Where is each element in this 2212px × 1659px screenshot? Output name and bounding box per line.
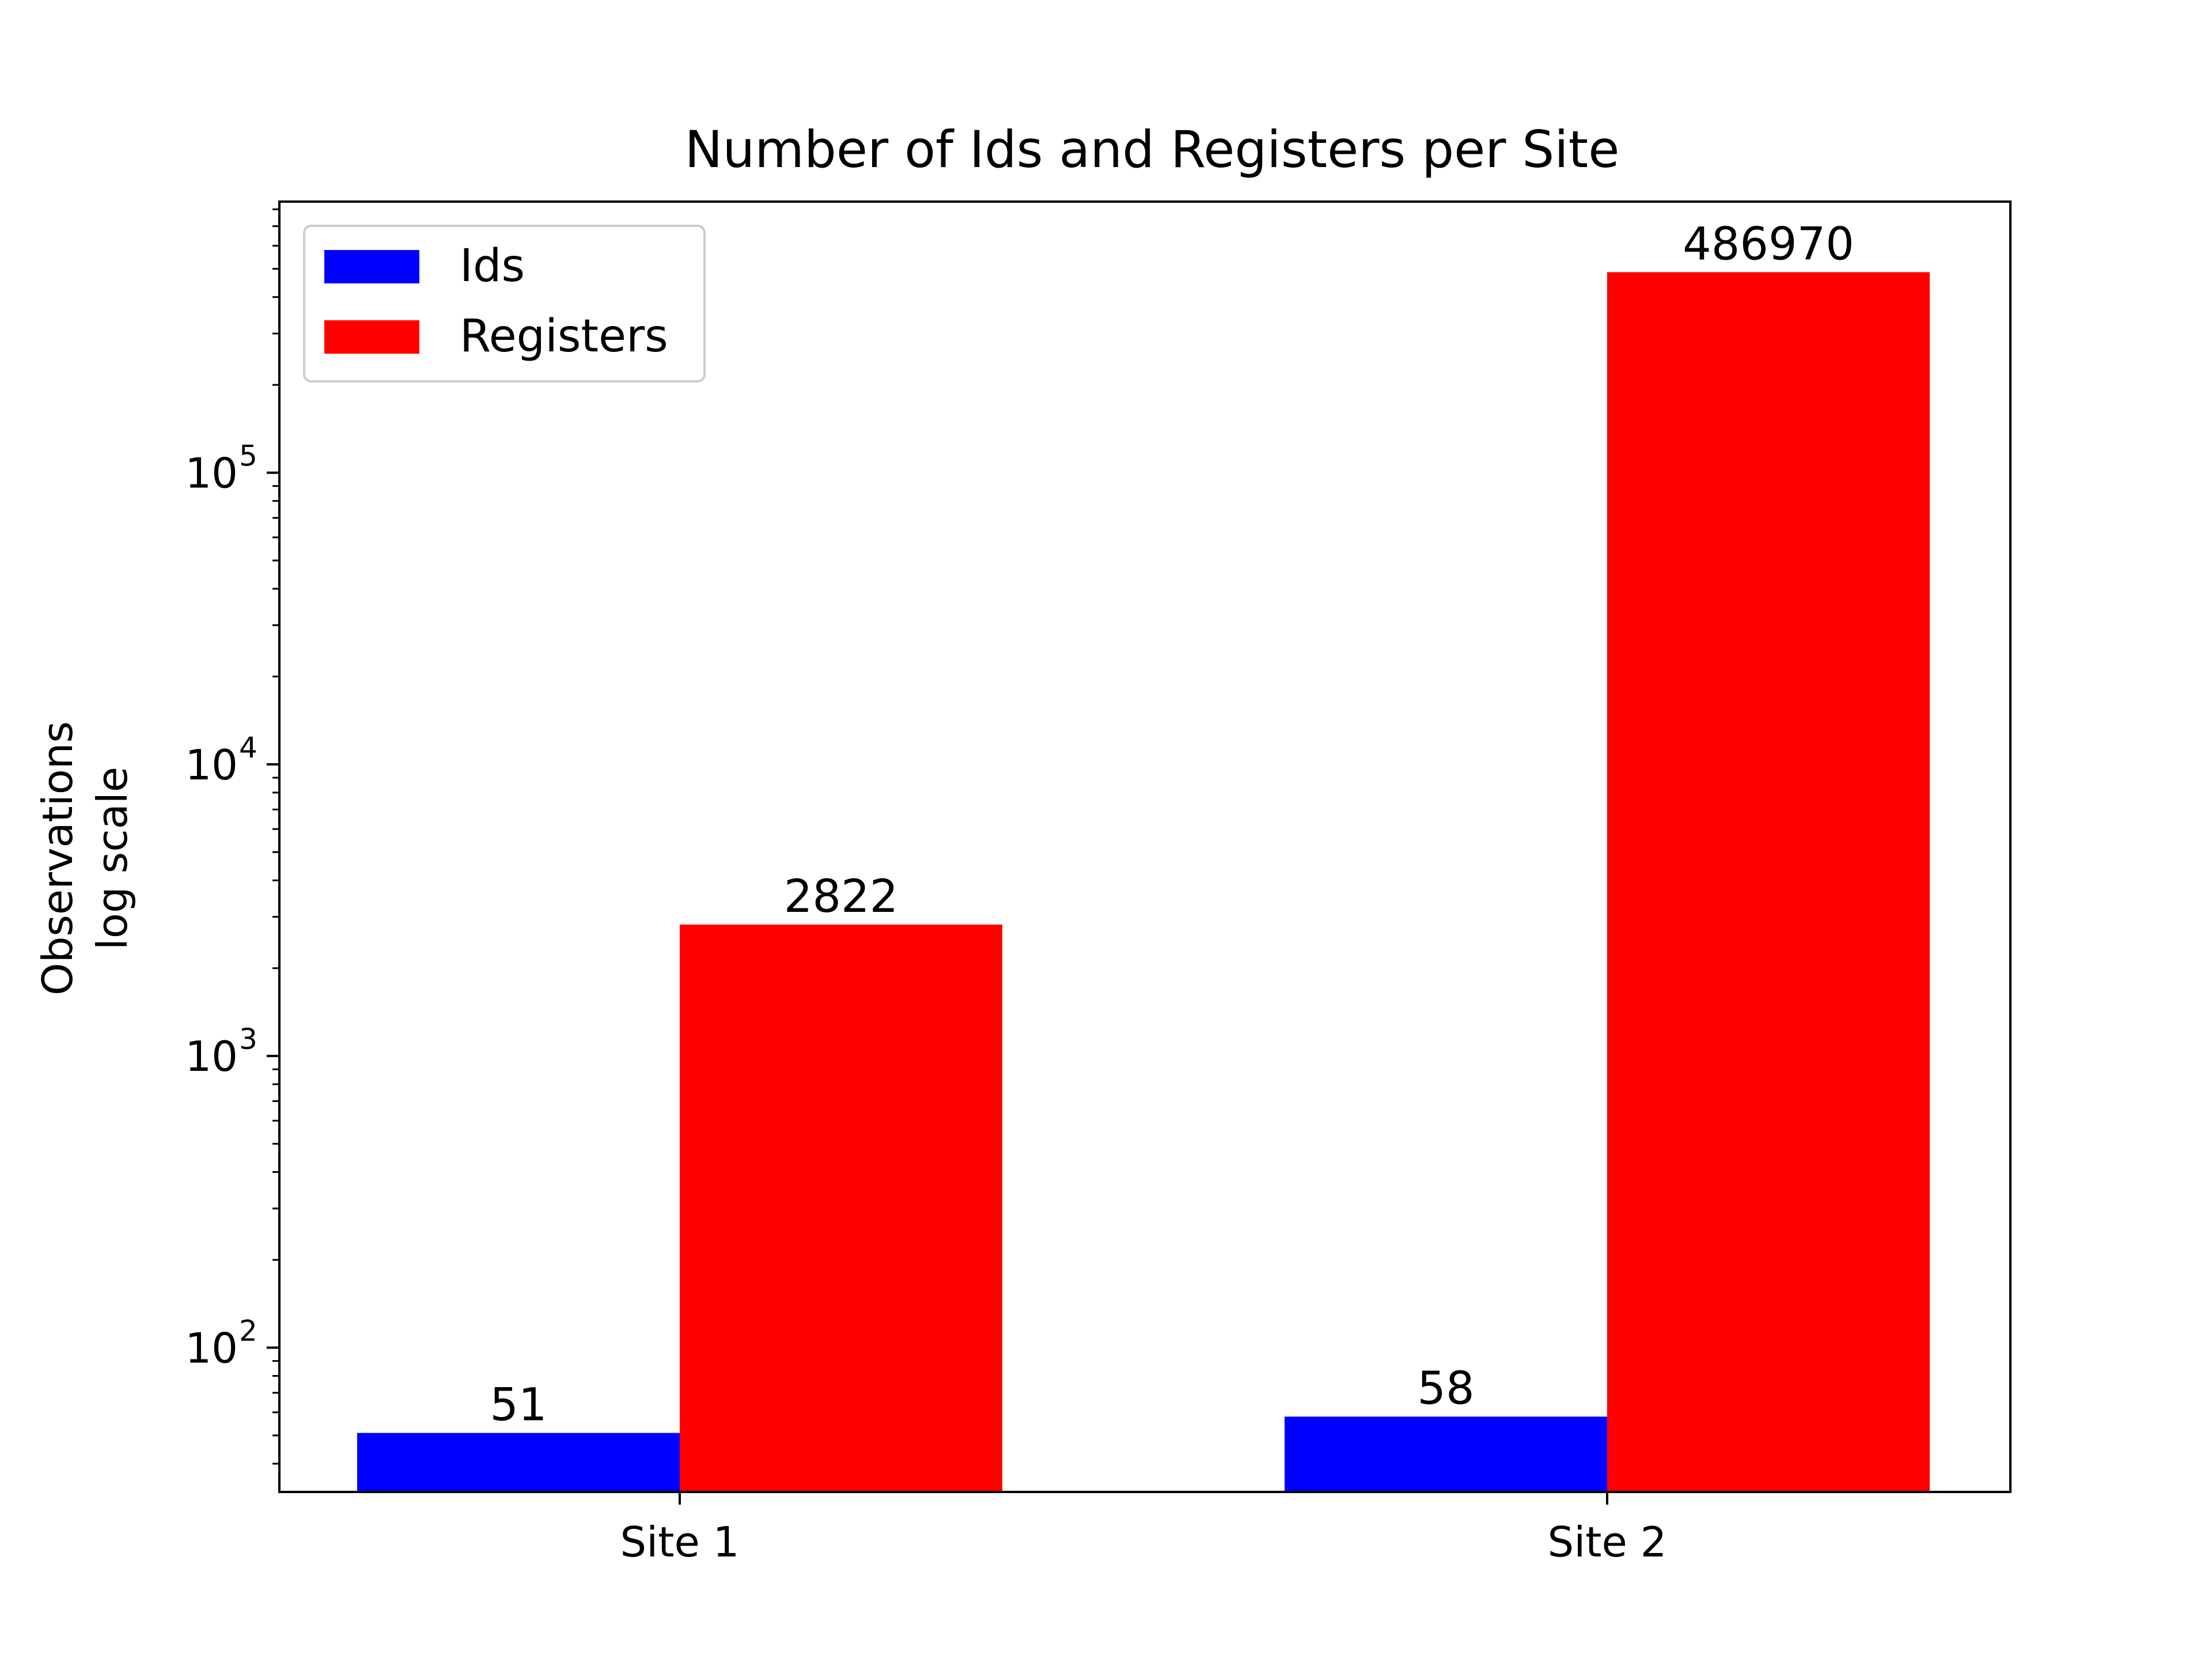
data-labels: 51 2822 58 486970 bbox=[490, 218, 1854, 1431]
y-tick-label: 10 bbox=[185, 449, 238, 498]
chart-title: Number of Ids and Registers per Site bbox=[685, 120, 1620, 179]
y-axis-label-line-2: log scale bbox=[88, 767, 137, 950]
y-tick-label: 10 bbox=[185, 1032, 238, 1081]
y-tick-exponent: 5 bbox=[239, 440, 257, 473]
data-label-registers-1: 2822 bbox=[784, 871, 899, 923]
y-tick-label: 10 bbox=[185, 741, 238, 789]
legend-swatch-registers bbox=[324, 320, 419, 354]
bar-ids-2 bbox=[1285, 1416, 1607, 1492]
data-label-ids-1: 51 bbox=[490, 1380, 547, 1431]
x-tick-label: Site 1 bbox=[620, 1518, 740, 1566]
x-axis-ticks: Site 1 Site 2 bbox=[620, 1492, 1667, 1566]
y-tick-exponent: 4 bbox=[239, 731, 257, 764]
y-axis-label-line-1: Observations bbox=[33, 721, 82, 995]
bar-registers-2 bbox=[1607, 272, 1930, 1493]
legend: Ids Registers bbox=[303, 225, 706, 382]
plot-frame bbox=[278, 200, 2012, 1493]
y-tick-exponent: 2 bbox=[239, 1314, 257, 1347]
x-tick-label: Site 2 bbox=[1548, 1518, 1667, 1566]
data-label-ids-2: 58 bbox=[1417, 1363, 1474, 1415]
bar-registers-1 bbox=[680, 925, 1002, 1492]
y-tick-label: 10 bbox=[185, 1324, 238, 1372]
bar-ids-1 bbox=[357, 1433, 680, 1492]
y-axis-label: Observations log scale bbox=[33, 721, 137, 995]
data-label-registers-2: 486970 bbox=[1683, 218, 1854, 270]
y-tick-exponent: 3 bbox=[239, 1022, 257, 1056]
bars-layer bbox=[357, 272, 1930, 1493]
legend-label-ids: Ids bbox=[460, 240, 525, 292]
legend-swatch-ids bbox=[324, 250, 419, 283]
legend-label-registers: Registers bbox=[460, 310, 668, 362]
